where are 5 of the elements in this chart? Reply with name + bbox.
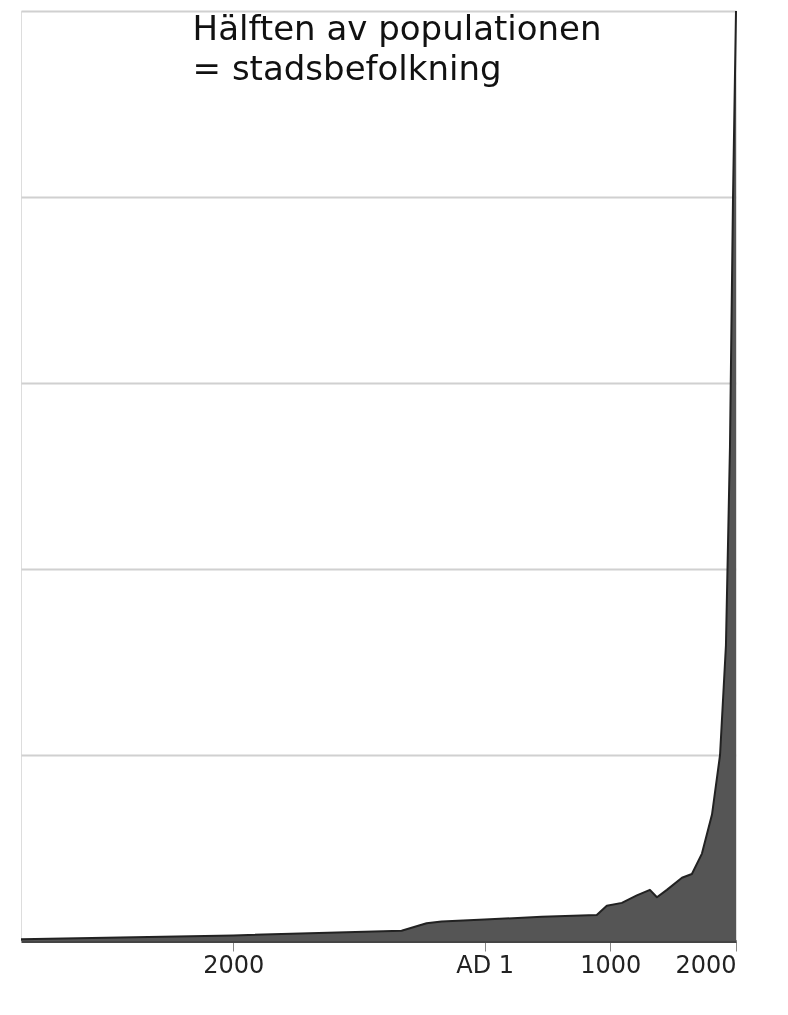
x-tick-label: AD 1	[456, 950, 515, 979]
annotation: Hälften av populationen = stadsbefolkning	[192, 8, 602, 88]
x-tick-label: 2000	[203, 950, 265, 979]
x-tick-label: 2000	[675, 950, 737, 979]
x-tick-label: 1000	[580, 950, 642, 979]
